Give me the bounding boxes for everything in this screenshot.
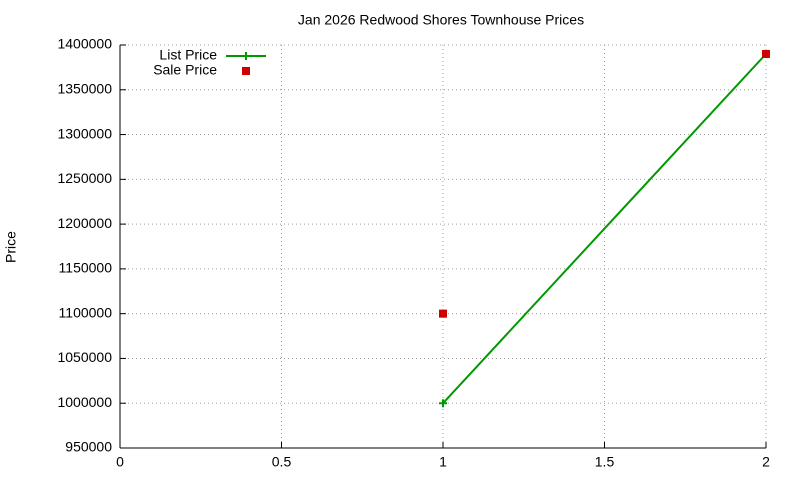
y-tick-label: 1400000: [57, 36, 112, 52]
y-tick-label: 1300000: [57, 125, 112, 141]
x-tick-label: 0.5: [272, 454, 292, 470]
data-point: [762, 49, 770, 58]
y-tick-label: 1350000: [57, 80, 112, 96]
legend-label: Sale Price: [153, 62, 217, 78]
x-tick-label: 0: [116, 454, 124, 470]
legend-label: List Price: [159, 47, 217, 63]
y-tick-label: 1000000: [57, 394, 112, 410]
data-point: [439, 399, 447, 408]
legend-swatch-marker: [242, 52, 250, 60]
y-tick-label: 950000: [65, 439, 112, 455]
data-point: [439, 309, 447, 318]
chart-title: Jan 2026 Redwood Shores Townhouse Prices: [298, 12, 584, 28]
y-tick-label: 1050000: [57, 349, 112, 365]
x-tick-label: 2: [762, 454, 770, 470]
x-tick-label: 1: [439, 454, 447, 470]
y-tick-label: 1200000: [57, 215, 112, 231]
y-tick-label: 1150000: [59, 260, 113, 276]
y-axis-label: Price: [3, 231, 19, 263]
x-tick-label: 1.5: [595, 454, 615, 470]
series-line: [442, 53, 767, 404]
legend-swatch-marker: [242, 67, 250, 75]
y-tick-label: 1100000: [59, 304, 113, 320]
y-tick-label: 1250000: [57, 170, 112, 186]
